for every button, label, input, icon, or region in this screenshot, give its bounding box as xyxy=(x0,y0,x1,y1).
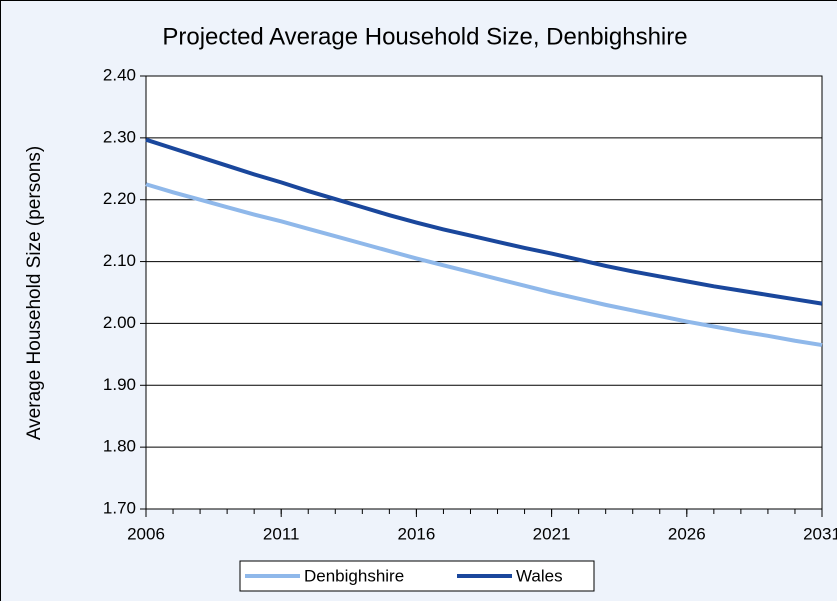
x-tick-label: 2021 xyxy=(533,524,571,543)
x-tick-label: 2016 xyxy=(397,524,435,543)
y-tick-label: 1.70 xyxy=(103,498,136,517)
series-line xyxy=(145,137,823,306)
chart-title: Projected Average Household Size, Denbig… xyxy=(162,23,687,50)
y-tick-label: 2.20 xyxy=(103,189,136,208)
y-tick-label: 2.00 xyxy=(103,313,136,332)
x-tick-label: 2011 xyxy=(263,524,300,543)
series-line xyxy=(145,182,823,348)
y-tick-label: 1.90 xyxy=(103,375,136,394)
x-tick-label: 2026 xyxy=(668,524,706,543)
legend-label: Wales xyxy=(516,566,563,585)
x-tick-label: 2031 xyxy=(803,524,837,543)
y-tick-label: 2.40 xyxy=(103,65,136,84)
plot-area xyxy=(145,75,823,510)
y-tick-label: 1.80 xyxy=(103,437,136,456)
y-tick-label: 2.30 xyxy=(103,127,136,146)
x-tick-label: 2006 xyxy=(127,524,165,543)
y-axis-label: Average Household Size (persons) xyxy=(24,146,45,440)
legend-label: Denbighshire xyxy=(304,566,404,585)
y-tick-label: 2.10 xyxy=(103,251,136,270)
